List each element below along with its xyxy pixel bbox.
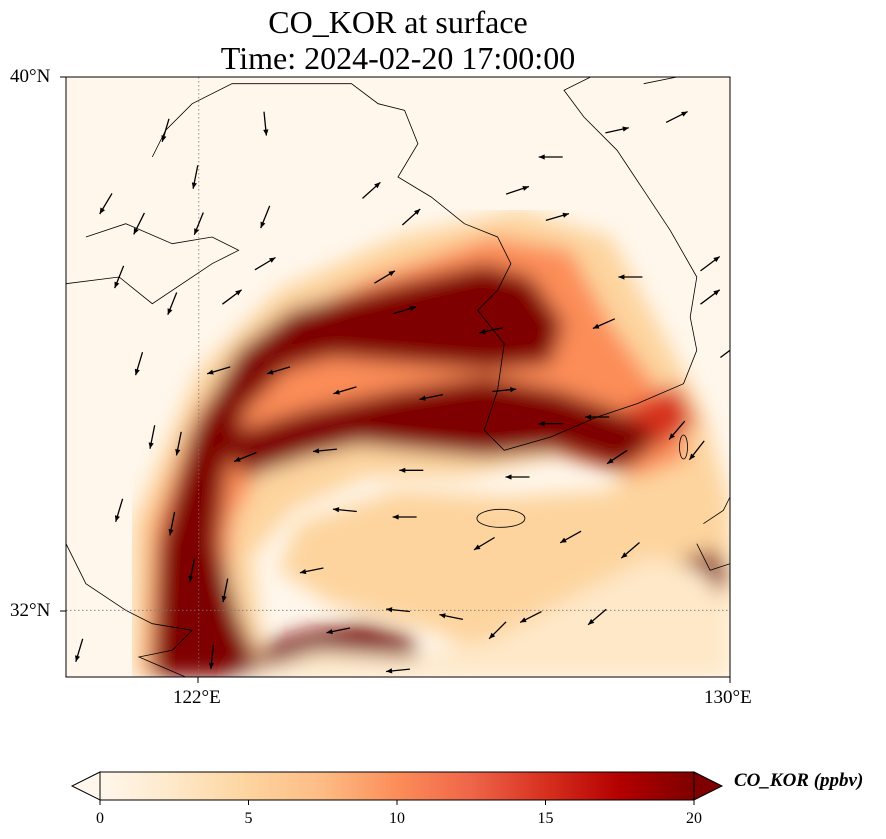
- colorbar-label: CO_KOR (ppbv): [734, 770, 864, 791]
- plume-region-3: [218, 377, 664, 477]
- plume-region-2: [152, 263, 565, 677]
- wind-arrow: [392, 306, 417, 315]
- wind-arrow: [362, 181, 381, 199]
- wind-arrow: [419, 393, 444, 401]
- coastline-5: [696, 543, 730, 571]
- wind-arrow: [392, 514, 417, 520]
- wind-arrow: [399, 467, 424, 473]
- wind-arrow: [167, 292, 178, 316]
- wind-arrow: [538, 154, 563, 160]
- wind-arrow: [559, 530, 582, 544]
- colorbar-tick-label: 10: [389, 810, 405, 827]
- wind-arrow: [175, 431, 182, 456]
- wind-arrow: [263, 111, 269, 136]
- wind-arrow: [545, 212, 570, 222]
- coastline-2: [151, 77, 698, 451]
- wind-arrow: [401, 208, 421, 226]
- concentration-field: [66, 77, 730, 677]
- wind-arrow: [133, 212, 145, 235]
- wind-arrow: [208, 645, 215, 669]
- lon-label-122: 122°E: [173, 687, 221, 708]
- wind-arrow: [99, 193, 113, 215]
- colorbar-tick-label: 0: [96, 810, 104, 827]
- wind-arrow: [700, 289, 721, 305]
- wind-arrow: [439, 613, 464, 621]
- wind-arrow: [720, 349, 730, 359]
- wind-arrow: [254, 256, 276, 271]
- wind-arrow: [333, 386, 357, 395]
- wind-arrow: [386, 607, 410, 613]
- wind-arrow: [191, 165, 199, 189]
- colorbar-extend-max: [693, 771, 724, 801]
- wind-arrow: [207, 366, 231, 375]
- wind-arrow: [605, 126, 629, 134]
- coastline-1: [66, 543, 194, 677]
- wind-arrow: [668, 420, 686, 440]
- wind-arrow: [148, 425, 156, 449]
- wind-arrow: [299, 567, 324, 575]
- wind-arrow: [260, 205, 271, 229]
- wind-arrow: [505, 185, 530, 195]
- colorbar-tick-label: 5: [244, 810, 253, 827]
- wind-arrow: [221, 578, 229, 603]
- colorbar-tick-label: 20: [686, 810, 702, 827]
- wind-arrow: [587, 608, 607, 626]
- wind-arrow: [479, 327, 503, 335]
- wind-arrow: [193, 212, 204, 236]
- map-subtitle: Time: 2024-02-20 17:00:00: [220, 40, 576, 76]
- colorbar-gradient: [100, 772, 694, 800]
- wind-arrow: [233, 451, 257, 463]
- colorbar-extend-min: [70, 771, 101, 801]
- wind-arrow: [161, 118, 170, 142]
- wind-arrow: [538, 421, 563, 427]
- wind-arrow: [114, 265, 125, 289]
- wind-vectors: [75, 111, 730, 674]
- wind-arrow: [222, 289, 242, 305]
- wind-arrow: [618, 274, 643, 280]
- wind-arrow: [688, 440, 705, 461]
- wind-arrow: [114, 498, 124, 522]
- wind-arrow: [488, 621, 507, 640]
- map-title: CO_KOR at surface: [268, 4, 528, 40]
- coastline-4: [703, 496, 730, 525]
- jeju-island: [476, 508, 526, 528]
- wind-arrow: [75, 638, 84, 662]
- wind-arrow: [505, 474, 530, 480]
- wind-arrow: [519, 611, 542, 623]
- lon-label-130: 130°E: [704, 687, 752, 708]
- wind-arrow: [386, 668, 410, 674]
- wind-arrow: [473, 536, 495, 551]
- wind-arrow: [620, 542, 640, 559]
- coastline-0: [66, 223, 240, 305]
- wind-arrow: [492, 387, 517, 393]
- wind-arrow: [332, 507, 357, 513]
- wind-arrow: [700, 255, 721, 272]
- wind-arrow: [326, 627, 351, 635]
- wind-arrow: [606, 449, 628, 465]
- coastlines: [66, 77, 730, 677]
- map-frame: [65, 76, 731, 678]
- tsushima-island: [679, 434, 688, 460]
- plume-region-7: [232, 557, 730, 677]
- wind-arrow: [312, 448, 337, 454]
- wind-arrow: [266, 366, 291, 375]
- colorbar-tick-label: 15: [537, 810, 554, 827]
- lat-label-40: 40°N: [10, 66, 51, 87]
- wind-arrow: [188, 558, 196, 583]
- wind-arrow: [665, 111, 688, 123]
- wind-arrow: [134, 352, 144, 376]
- colorbar: [70, 771, 724, 805]
- wind-arrow: [374, 270, 396, 284]
- wind-arrow: [585, 414, 610, 420]
- wind-arrow: [592, 318, 616, 330]
- wind-arrow: [168, 511, 176, 536]
- coastline-3: [643, 77, 677, 85]
- lat-label-32: 32°N: [10, 600, 51, 621]
